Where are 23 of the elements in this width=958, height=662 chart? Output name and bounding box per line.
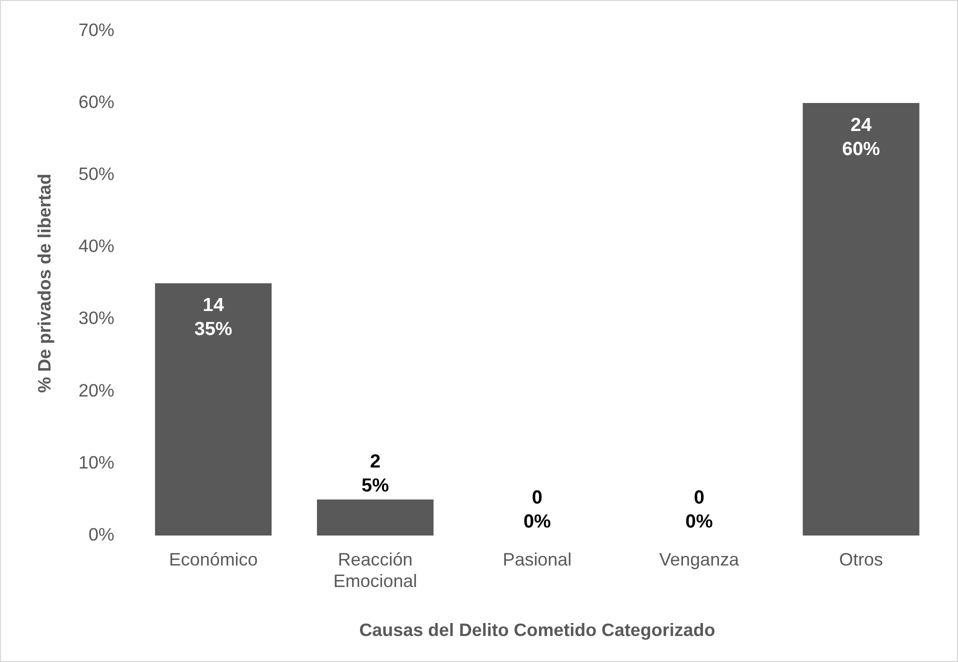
y-tick-label: 50% xyxy=(78,164,114,184)
data-label: 0 0% xyxy=(524,488,552,533)
data-label: 14 35% xyxy=(194,295,232,340)
x-tick-label: Pasional xyxy=(502,549,572,570)
y-tick-label: 10% xyxy=(78,452,114,472)
y-axis-title: % De privados de libertad xyxy=(34,174,55,393)
x-tick-label: Reacción Emocional xyxy=(333,549,418,591)
y-tick-label: 0% xyxy=(88,524,114,545)
x-tick-label: Económico xyxy=(168,549,258,570)
data-label: 2 5% xyxy=(362,452,390,497)
data-label: 0 0% xyxy=(685,488,713,533)
y-tick-label: 60% xyxy=(78,92,114,112)
x-tick-label: Otros xyxy=(839,549,884,570)
x-axis-title: Causas del Delito Cometido Categorizado xyxy=(359,620,716,640)
y-tick-label: 20% xyxy=(78,380,114,400)
y-tick-label: 30% xyxy=(78,308,114,328)
bar xyxy=(316,500,434,536)
x-tick-label: Venganza xyxy=(659,549,740,570)
y-tick-label: 70% xyxy=(78,20,114,40)
y-tick-label: 40% xyxy=(78,236,114,256)
bar xyxy=(155,283,272,536)
bar xyxy=(802,103,920,536)
data-label: 24 60% xyxy=(842,114,880,160)
